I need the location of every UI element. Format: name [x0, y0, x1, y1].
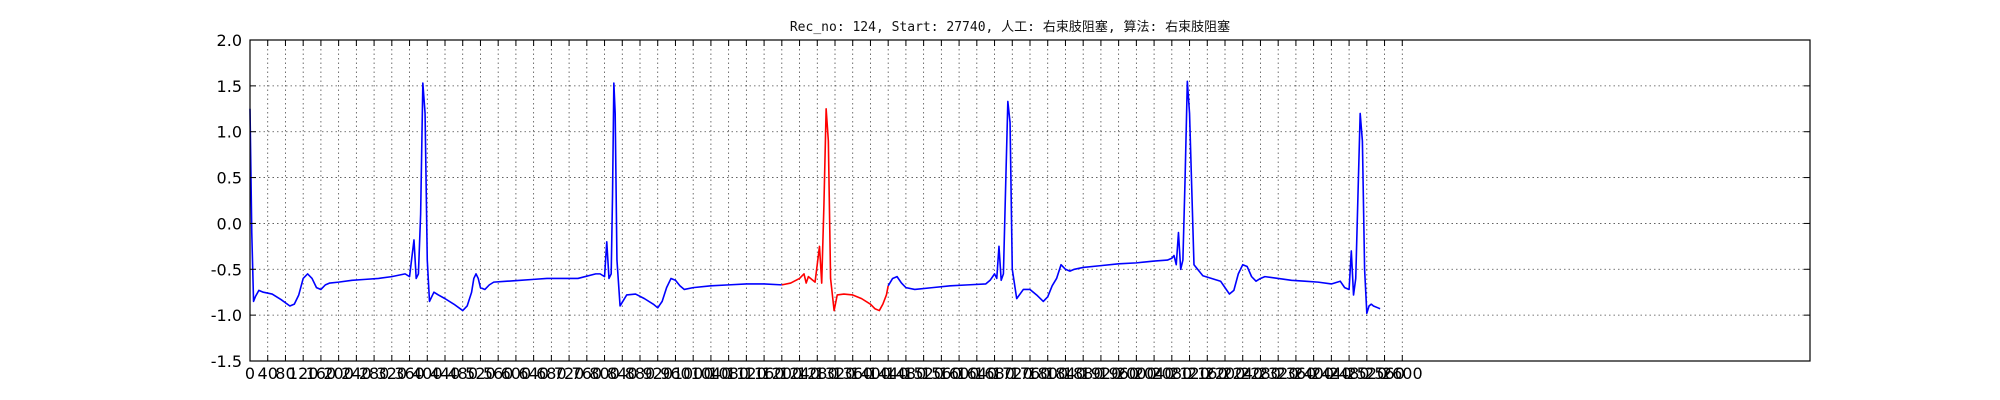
x-tick-label: 1720: [992, 364, 1033, 383]
x-tick-label: 2560: [1364, 364, 1405, 383]
x-tick-label: 600: [501, 364, 532, 383]
x-tick-label: 920: [642, 364, 673, 383]
y-tick-label: -1.5: [211, 352, 242, 371]
x-tick-label: 1800: [1027, 364, 1068, 383]
x-tick-label: 1920: [1081, 364, 1122, 383]
x-tick-label: 1280: [797, 364, 838, 383]
x-tick-label: 1760: [1010, 364, 1051, 383]
x-tick-label: 440: [430, 364, 461, 383]
x-tick-label: 2320: [1258, 364, 1299, 383]
x-tick-label: 2160: [1187, 364, 1228, 383]
x-tick-label: 120: [288, 364, 319, 383]
x-tick-label: 720: [554, 364, 585, 383]
y-tick-label: 1.5: [217, 77, 242, 96]
x-tick-label: 2200: [1205, 364, 1246, 383]
x-tick-label: 2400: [1293, 364, 1334, 383]
x-tick-label: 1320: [815, 364, 856, 383]
y-tick-label: 2.0: [217, 31, 242, 50]
x-tick-label: 2280: [1240, 364, 1281, 383]
y-tick-label: -1.0: [211, 306, 242, 325]
x-tick-label: 1840: [1045, 364, 1086, 383]
x-tick-label: 2600: [1382, 364, 1423, 383]
x-tick-label: 520: [465, 364, 496, 383]
series-layer: [249, 80, 1381, 315]
x-tick-label: 1520: [903, 364, 944, 383]
x-tick-label: 2520: [1346, 364, 1387, 383]
y-tick-label: 0.0: [217, 214, 242, 233]
x-tick-label: 200: [323, 364, 354, 383]
plot-frame: [249, 39, 1811, 362]
x-tick-label: 800: [589, 364, 620, 383]
x-tick-label: 80: [275, 364, 295, 383]
x-tick-label: 1960: [1098, 364, 1139, 383]
x-tick-label: 2000: [1116, 364, 1157, 383]
x-tick-label: 2240: [1222, 364, 1263, 383]
x-tick-label: 2360: [1276, 364, 1317, 383]
x-tick-label: 280: [359, 364, 390, 383]
ecg-series-line-1: [249, 82, 782, 312]
chart-title: Rec_no: 124, Start: 27740, 人工: 右束肢阻塞, 算法…: [790, 19, 1230, 35]
grid-layer: [250, 40, 1810, 361]
x-tick-label: 2440: [1311, 364, 1352, 383]
x-tick-label: 2040: [1134, 364, 1175, 383]
x-tick-label: 1200: [761, 364, 802, 383]
x-tick-label: 560: [483, 364, 514, 383]
x-tick-label: 240: [341, 364, 372, 383]
x-tick-label: 1440: [868, 364, 909, 383]
x-tick-label: 1640: [956, 364, 997, 383]
x-tick-label: 1120: [726, 364, 767, 383]
y-tick-label: 0.5: [217, 169, 242, 188]
x-tick-label: 1880: [1063, 364, 1104, 383]
x-tick-label: 1040: [691, 364, 732, 383]
x-tick-label: 2080: [1151, 364, 1192, 383]
x-tick-label: 1240: [779, 364, 820, 383]
y-tick-label: -0.5: [211, 260, 242, 279]
y-tick-label: 1.0: [217, 123, 242, 142]
x-tick-label: 480: [447, 364, 478, 383]
x-tick-label: 1360: [832, 364, 873, 383]
x-tick-label: 1680: [974, 364, 1015, 383]
x-tick-label: 1560: [921, 364, 962, 383]
x-tick-label: 40: [258, 364, 278, 383]
x-tick-label: 320: [377, 364, 408, 383]
x-tick-label: 1600: [939, 364, 980, 383]
x-tick-label: 0: [245, 364, 255, 383]
x-tick-label: 1000: [673, 364, 714, 383]
x-tick-label: 160: [306, 364, 337, 383]
x-tick-label: 640: [518, 364, 549, 383]
x-tick-label: 400: [412, 364, 443, 383]
x-tick-label: 1480: [886, 364, 927, 383]
tick-layer: -1.5-1.0-0.50.00.51.01.52.00 408012016020…: [211, 31, 1810, 383]
x-tick-label: 2480: [1329, 364, 1370, 383]
x-tick-label: 680: [536, 364, 567, 383]
ecg-series-line-2: [781, 107, 889, 312]
x-tick-label: 360: [394, 364, 425, 383]
x-tick-label: 880: [625, 364, 656, 383]
x-tick-label: 960: [660, 364, 691, 383]
x-tick-label: 760: [572, 364, 603, 383]
x-tick-label: 1400: [850, 364, 891, 383]
x-tick-label: 1160: [744, 364, 785, 383]
x-tick-label: 2120: [1169, 364, 1210, 383]
x-tick-label: 840: [607, 364, 638, 383]
x-tick-label: 1080: [708, 364, 749, 383]
ecg-series-line-3: [887, 80, 1381, 315]
